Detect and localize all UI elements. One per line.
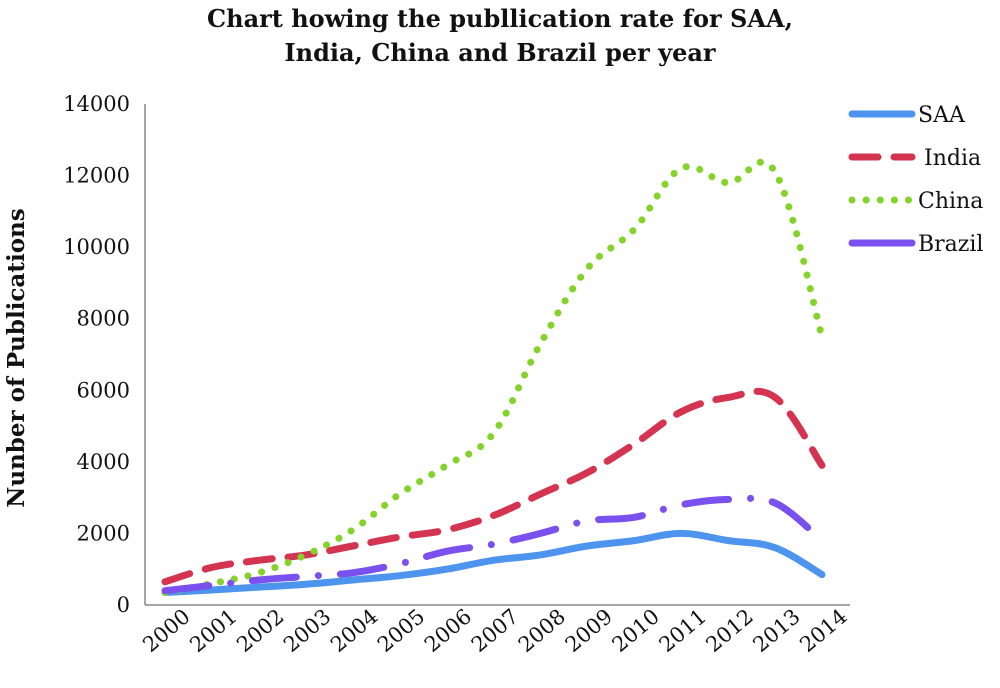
- series-line-saa: [161, 529, 826, 596]
- x-tick-label: 2007: [467, 604, 523, 657]
- x-tick-label: 2012: [701, 604, 757, 657]
- y-tick-label: 6000: [77, 378, 130, 402]
- series-line-china: [161, 158, 826, 596]
- y-tick-label: 12000: [63, 164, 130, 188]
- x-tick-label: 2004: [326, 604, 382, 657]
- series-line-india: [161, 387, 826, 586]
- series-lines: [161, 158, 826, 596]
- x-tick-label: 2009: [561, 604, 617, 657]
- x-tick-label: 2000: [138, 604, 194, 657]
- chart-title: Chart howing the publlication rate for S…: [180, 2, 820, 70]
- x-tick-labels: 2000200120022003200420052006200720082009…: [138, 604, 851, 657]
- x-tick-label: 2011: [655, 604, 711, 657]
- x-tick-label: 2001: [185, 604, 241, 657]
- y-tick-label: 4000: [77, 450, 130, 474]
- x-tick-label: 2005: [373, 604, 429, 657]
- series-line-brazil: [161, 494, 826, 595]
- y-tick-labels: 0 2000 4000 6000 8000 10000 12000 14000: [63, 92, 130, 617]
- x-tick-label: 2010: [608, 604, 664, 657]
- y-tick-label: 2000: [77, 521, 130, 545]
- y-tick-label: 0: [117, 593, 130, 617]
- legend-label-brazil: Brazil: [918, 232, 983, 257]
- y-axis-label: Nunber of Publications: [3, 208, 30, 507]
- legend: SAA India China Brazil: [848, 103, 983, 257]
- x-tick-label: 2006: [420, 604, 476, 657]
- x-tick-label: 2003: [279, 604, 335, 657]
- x-tick-label: 2013: [748, 604, 804, 657]
- chart-axes: [144, 104, 850, 606]
- legend-label-china: China: [918, 189, 983, 214]
- y-tick-label: 8000: [77, 307, 130, 331]
- legend-label-saa: SAA: [918, 103, 966, 128]
- y-tick-label: 14000: [63, 92, 130, 116]
- legend-label-india: India: [924, 146, 981, 171]
- chart-title-line-1: Chart howing the publlication rate for S…: [207, 4, 793, 33]
- chart-title-line-2: India, China and Brazil per year: [284, 38, 716, 67]
- x-tick-label: 2002: [232, 604, 288, 657]
- x-tick-label: 2014: [795, 604, 851, 657]
- x-tick-label: 2008: [514, 604, 570, 657]
- y-tick-label: 10000: [63, 235, 130, 259]
